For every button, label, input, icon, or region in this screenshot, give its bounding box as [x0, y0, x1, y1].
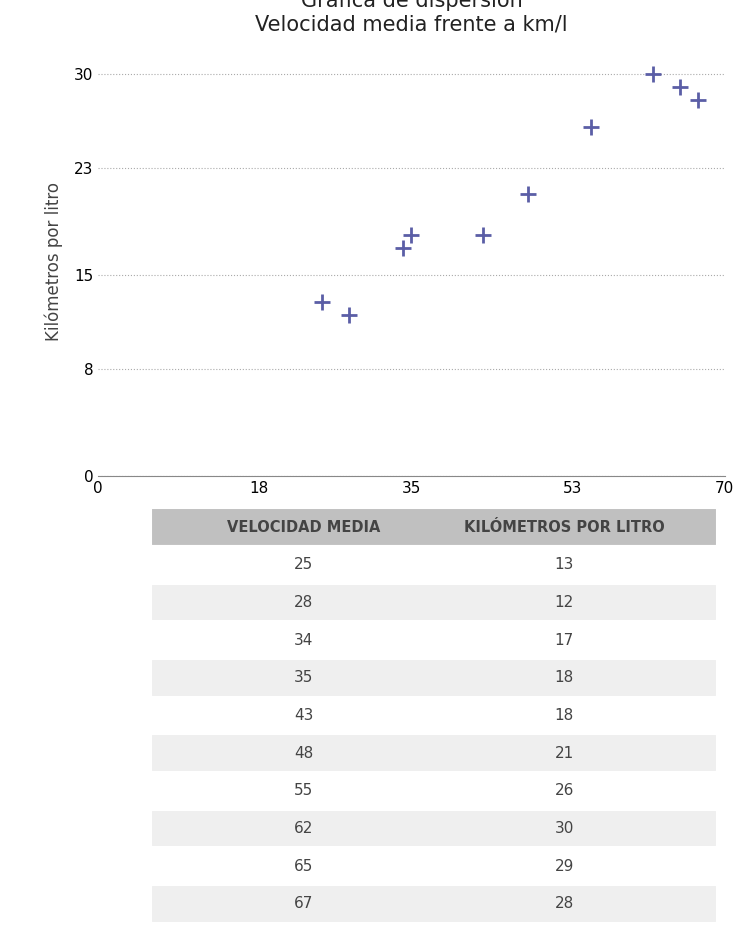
- FancyBboxPatch shape: [151, 772, 717, 810]
- Text: 62: 62: [294, 821, 313, 836]
- Text: 67: 67: [294, 897, 313, 912]
- FancyBboxPatch shape: [151, 885, 717, 923]
- Text: 29: 29: [555, 858, 574, 873]
- Text: 18: 18: [555, 708, 574, 723]
- FancyBboxPatch shape: [151, 810, 717, 847]
- X-axis label: Velocidad media: Velocidad media: [343, 507, 480, 525]
- Text: 25: 25: [294, 558, 313, 573]
- Text: 55: 55: [294, 784, 313, 799]
- Text: 13: 13: [555, 558, 574, 573]
- Title: Gráfica de dispersión
Velocidad media frente a km/l: Gráfica de dispersión Velocidad media fr…: [255, 0, 568, 34]
- Point: [674, 79, 686, 94]
- Point: [405, 227, 418, 242]
- Text: VELOCIDAD MEDIA: VELOCIDAD MEDIA: [227, 519, 381, 534]
- Point: [522, 187, 534, 202]
- Point: [343, 308, 355, 323]
- FancyBboxPatch shape: [151, 847, 717, 885]
- Point: [396, 241, 408, 256]
- Y-axis label: Kilómetros por litro: Kilómetros por litro: [45, 182, 63, 341]
- FancyBboxPatch shape: [151, 584, 717, 621]
- Point: [584, 120, 596, 134]
- FancyBboxPatch shape: [151, 734, 717, 772]
- Point: [316, 294, 328, 309]
- FancyBboxPatch shape: [151, 545, 717, 584]
- Text: 21: 21: [555, 745, 574, 760]
- Text: KILÓMETROS POR LITRO: KILÓMETROS POR LITRO: [464, 519, 664, 534]
- Point: [647, 66, 659, 81]
- FancyBboxPatch shape: [151, 621, 717, 658]
- FancyBboxPatch shape: [151, 508, 717, 545]
- Text: 17: 17: [555, 632, 574, 647]
- Text: 35: 35: [294, 671, 313, 686]
- Text: 18: 18: [555, 671, 574, 686]
- FancyBboxPatch shape: [151, 697, 717, 734]
- Text: 43: 43: [294, 708, 313, 723]
- FancyBboxPatch shape: [151, 658, 717, 697]
- Point: [692, 92, 704, 107]
- Text: 26: 26: [555, 784, 574, 799]
- Text: 30: 30: [555, 821, 574, 836]
- Point: [477, 227, 489, 242]
- Text: 12: 12: [555, 595, 574, 610]
- Text: 48: 48: [294, 745, 313, 760]
- Text: 28: 28: [294, 595, 313, 610]
- Text: 65: 65: [294, 858, 313, 873]
- Text: 34: 34: [294, 632, 313, 647]
- Text: 28: 28: [555, 897, 574, 912]
